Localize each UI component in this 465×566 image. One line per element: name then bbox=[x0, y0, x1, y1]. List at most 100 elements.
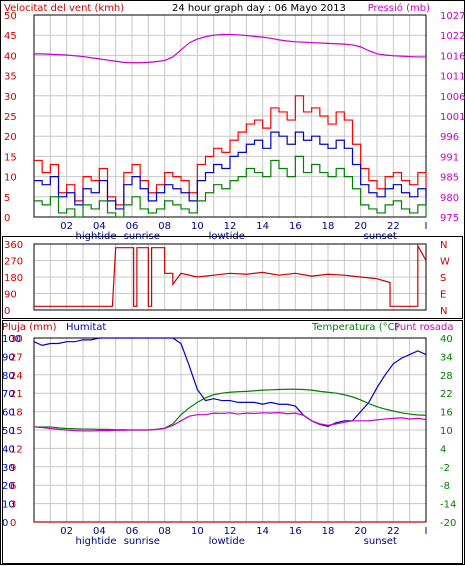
left-tick-label: 30 bbox=[10, 334, 23, 345]
left-tick-label: 10 bbox=[4, 173, 17, 184]
x-tick-label: 20 bbox=[354, 221, 367, 232]
right-tick-label: 1011 bbox=[440, 72, 465, 83]
left-tick-label: 24 bbox=[10, 371, 23, 382]
plot-frame bbox=[33, 14, 427, 218]
left-tick-label: 50 bbox=[4, 11, 17, 22]
rain-legend: Pluja (mm) bbox=[2, 322, 57, 333]
x-tick-label: 16 bbox=[289, 221, 302, 232]
x-tick-label: 16 bbox=[289, 526, 302, 537]
x-tick-label: 04 bbox=[93, 526, 106, 537]
x-tick-label: I bbox=[425, 526, 428, 537]
left-tick-label: 0 bbox=[10, 518, 16, 529]
left-tick-label: 12 bbox=[10, 444, 23, 455]
right-tick-label: S bbox=[440, 273, 446, 284]
x-tick-label: 10 bbox=[191, 526, 204, 537]
right-tick-label: 1001 bbox=[440, 112, 465, 123]
right-tick-label: W bbox=[440, 257, 450, 268]
right-tick-label: 16 bbox=[440, 408, 453, 419]
left-tick-label: 180 bbox=[4, 273, 23, 284]
x-tick-label: 18 bbox=[322, 221, 335, 232]
event-label: hightide bbox=[76, 231, 117, 242]
right-tick-label: 980 bbox=[440, 193, 459, 204]
x-tick-label: 12 bbox=[224, 526, 237, 537]
right-tick-label: 975 bbox=[440, 213, 459, 224]
left-tick-label: 45 bbox=[4, 31, 17, 42]
x-tick-label: 14 bbox=[256, 526, 269, 537]
right-tick-label: 4 bbox=[440, 444, 446, 455]
x-tick-label: 20 bbox=[354, 526, 367, 537]
right-tick-label: -14 bbox=[440, 500, 456, 511]
humidity-tick-label: 70 bbox=[2, 389, 15, 400]
humidity-tick-label: 10 bbox=[2, 500, 15, 511]
left-tick-label: 270 bbox=[4, 257, 23, 268]
left-tick-label: 0 bbox=[4, 306, 10, 317]
humidity-tick-label: 40 bbox=[2, 444, 15, 455]
left-tick-label: 360 bbox=[4, 240, 23, 251]
right-tick-label: 991 bbox=[440, 152, 459, 163]
right-tick-label: 28 bbox=[440, 371, 453, 382]
humidity-tick-label: 100 bbox=[2, 334, 21, 345]
temperature-legend: Temperatura (°C) bbox=[311, 322, 399, 333]
left-tick-label: 40 bbox=[4, 51, 17, 62]
right-tick-label: 34 bbox=[440, 352, 453, 363]
temperature-line bbox=[34, 388, 427, 431]
left-tick-label: 27 bbox=[10, 352, 23, 363]
left-tick-label: 6 bbox=[10, 481, 16, 492]
event-label: hightide bbox=[76, 536, 117, 547]
x-tick-label: 08 bbox=[158, 221, 171, 232]
humidity-tick-label: 30 bbox=[2, 463, 15, 474]
wind-dir-frame bbox=[2, 236, 463, 319]
humidity-tick-label: 90 bbox=[2, 352, 15, 363]
chart-title: 24 hour graph day : 06 Mayo 2013 bbox=[172, 3, 346, 14]
plot-frame bbox=[33, 243, 427, 311]
left-tick-label: 3 bbox=[10, 500, 16, 511]
pressure-line bbox=[34, 33, 426, 64]
event-label: sunset bbox=[364, 231, 397, 242]
left-tick-label: 0 bbox=[4, 213, 10, 224]
humidity-tick-label: 60 bbox=[2, 408, 15, 419]
right-tick-label: 10 bbox=[440, 426, 453, 437]
right-tick-label: 22 bbox=[440, 389, 453, 400]
x-tick-label: 14 bbox=[256, 221, 269, 232]
right-tick-label: 985 bbox=[440, 173, 459, 184]
left-tick-label: 35 bbox=[4, 72, 17, 83]
left-tick-label: 18 bbox=[10, 408, 23, 419]
right-tick-label: N bbox=[440, 240, 447, 251]
humidity-tick-label: 80 bbox=[2, 371, 15, 382]
x-tick-label: 02 bbox=[60, 221, 73, 232]
left-tick-label: 20 bbox=[4, 132, 17, 143]
left-tick-label: 9 bbox=[10, 463, 16, 474]
x-tick-label: 22 bbox=[387, 526, 400, 537]
x-tick-label: 12 bbox=[224, 221, 237, 232]
event-label: lowtide bbox=[209, 536, 245, 547]
left-tick-label: 5 bbox=[4, 193, 10, 204]
right-tick-label: -2 bbox=[440, 463, 450, 474]
event-label: lowtide bbox=[209, 231, 245, 242]
right-tick-label: N bbox=[440, 306, 447, 317]
dewpoint-line bbox=[33, 411, 427, 432]
event-label: sunset bbox=[364, 536, 397, 547]
right-tick-label: 996 bbox=[440, 132, 459, 143]
x-tick-label: 06 bbox=[126, 526, 139, 537]
x-tick-label: 18 bbox=[322, 526, 335, 537]
wind-direction-line bbox=[34, 243, 427, 307]
pressure-axis-label: Pressió (mb) bbox=[368, 2, 430, 14]
x-tick-label: 04 bbox=[93, 221, 106, 232]
right-tick-label: -20 bbox=[440, 518, 456, 529]
right-tick-label: 1016 bbox=[440, 51, 465, 62]
average-line bbox=[34, 131, 427, 210]
right-tick-label: 1022 bbox=[440, 31, 465, 42]
wind-speed-axis-label: Velocitat del vent (kmh) bbox=[4, 3, 124, 14]
right-tick-label: -8 bbox=[440, 481, 450, 492]
right-tick-label: 40 bbox=[440, 334, 453, 345]
left-tick-label: 21 bbox=[10, 389, 23, 400]
left-tick-label: 15 bbox=[10, 426, 23, 437]
low-line bbox=[34, 155, 427, 218]
x-tick-label: 10 bbox=[191, 221, 204, 232]
left-tick-label: 25 bbox=[4, 112, 17, 123]
right-tick-label: 1027 bbox=[440, 11, 465, 22]
